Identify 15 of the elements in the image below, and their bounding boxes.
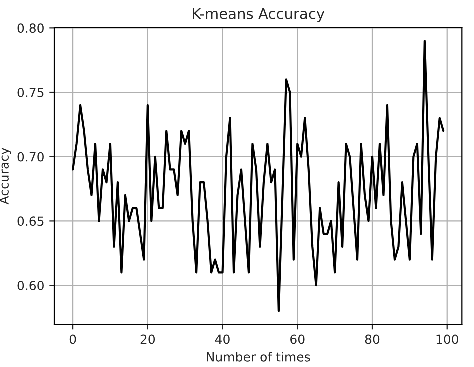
chart-title: K-means Accuracy	[193, 8, 325, 22]
y-tick-label: 0.80	[18, 24, 44, 34]
x-tick-label: 20	[140, 334, 156, 344]
x-tick-label: 40	[215, 334, 230, 344]
x-tick-label: 80	[365, 334, 380, 344]
y-axis-title: Accuracy	[0, 148, 12, 205]
x-tick-label: 60	[290, 334, 305, 344]
x-tick-label: 100	[436, 334, 458, 344]
y-tick-label: 0.65	[18, 216, 44, 226]
y-tick-label: 0.60	[18, 281, 44, 290]
x-axis-title: Number of times	[207, 352, 310, 362]
x-tick-label: 0	[70, 334, 76, 344]
y-tick-label: 0.75	[18, 88, 44, 98]
y-tick-label: 0.70	[18, 152, 44, 162]
line-series	[72, 40, 445, 312]
